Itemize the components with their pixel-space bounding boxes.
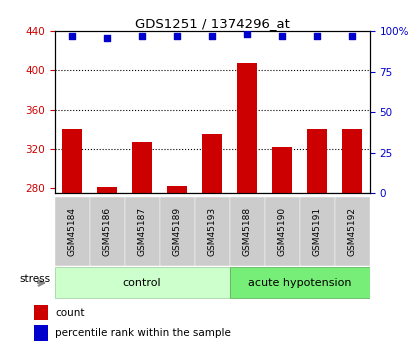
Bar [132, 142, 152, 193]
Bar [230, 197, 265, 266]
Point [174, 33, 181, 39]
Text: GSM45184: GSM45184 [68, 207, 76, 256]
Text: GSM45193: GSM45193 [207, 207, 217, 256]
Bar [55, 267, 230, 298]
Bar [55, 197, 89, 266]
Bar [265, 197, 299, 266]
Point [139, 33, 145, 39]
Bar [34, 305, 48, 320]
Text: GSM45189: GSM45189 [173, 207, 181, 256]
Bar [34, 325, 48, 341]
Point [314, 33, 320, 39]
Text: acute hypotension: acute hypotension [248, 278, 352, 288]
Text: GSM45188: GSM45188 [243, 207, 252, 256]
Point [279, 33, 286, 39]
Point [349, 33, 355, 39]
Text: GSM45186: GSM45186 [102, 207, 112, 256]
Bar [335, 197, 370, 266]
Text: control: control [123, 278, 161, 288]
Text: GSM45191: GSM45191 [312, 207, 322, 256]
Bar [160, 197, 194, 266]
Bar [63, 129, 82, 193]
Text: count: count [55, 308, 84, 318]
Point [69, 33, 76, 39]
Bar [299, 197, 335, 266]
Bar [168, 186, 187, 193]
Bar [202, 134, 222, 193]
Title: GDS1251 / 1374296_at: GDS1251 / 1374296_at [135, 17, 289, 30]
Bar [230, 267, 370, 298]
Text: stress: stress [19, 275, 50, 284]
Bar [342, 129, 362, 193]
Bar [89, 197, 125, 266]
Text: GSM45187: GSM45187 [138, 207, 147, 256]
Bar [237, 63, 257, 193]
Text: GSM45192: GSM45192 [348, 207, 357, 256]
Bar [307, 129, 327, 193]
Bar [194, 197, 230, 266]
Bar [273, 147, 292, 193]
Text: percentile rank within the sample: percentile rank within the sample [55, 328, 231, 338]
Text: GSM45190: GSM45190 [278, 207, 286, 256]
Point [104, 35, 110, 40]
Point [244, 31, 250, 37]
Bar [125, 197, 160, 266]
Point [209, 33, 215, 39]
Bar [97, 187, 117, 193]
